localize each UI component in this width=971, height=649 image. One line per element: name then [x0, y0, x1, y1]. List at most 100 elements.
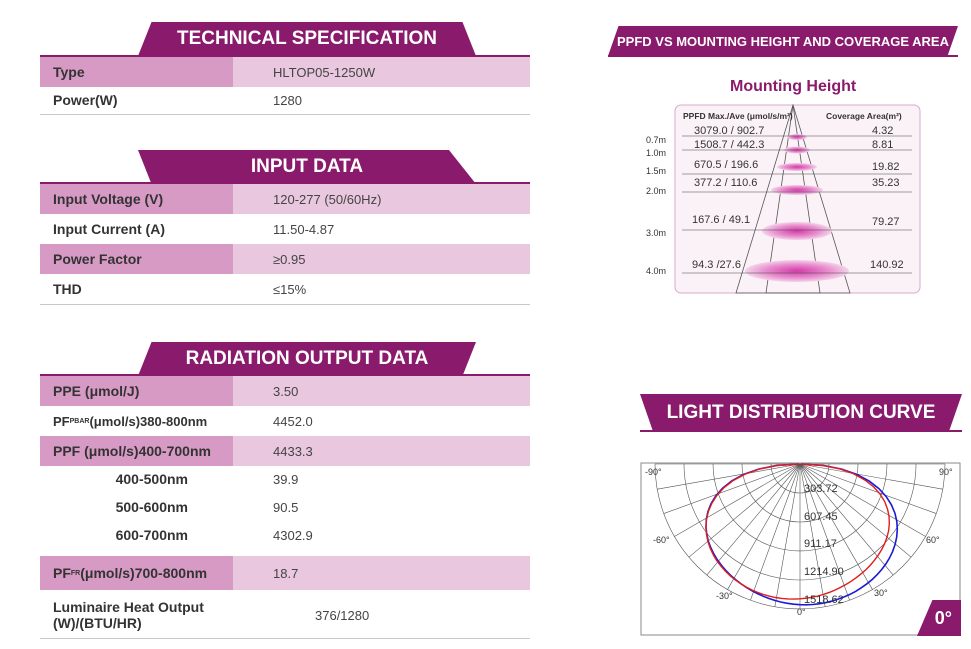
- ring-label: 911.17: [804, 538, 837, 550]
- polar-spoke: [674, 463, 801, 537]
- height-label: 1.0m: [646, 148, 667, 158]
- divider: [40, 638, 530, 639]
- heat-label: Luminaire Heat Output (W)/(BTU/HR): [40, 595, 275, 635]
- tech-banner-underline: [40, 55, 530, 57]
- angle-label-pos90: 90°: [939, 467, 953, 477]
- polar-spoke: [799, 463, 826, 607]
- pffr-suffix: (μmol/s)700-800nm: [80, 565, 208, 581]
- rad-row-pffr: PF FR (μmol/s)700-800nm 18.7: [40, 556, 530, 590]
- coverage-ellipse: [777, 163, 817, 171]
- input-voltage-value: 120-277 (50/60Hz): [233, 184, 530, 214]
- angle-label-pos60: 60°: [926, 535, 940, 545]
- divider: [40, 114, 530, 115]
- pfpbar-suffix: (μmol/s)380-800nm: [89, 413, 208, 429]
- ppfd-value: 3079.0 / 902.7: [694, 125, 765, 137]
- ppfd-banner-underline: [608, 55, 958, 57]
- polar-spoke: [799, 463, 912, 558]
- ppfd-value: 167.6 / 49.1: [692, 214, 751, 226]
- ring-label: 1518.62: [804, 594, 844, 606]
- angle-label-pos30: 30°: [874, 588, 888, 598]
- coverage-value: 8.81: [872, 139, 894, 151]
- pf-prefix: PF: [53, 413, 70, 429]
- heat-value: 376/1280: [315, 607, 370, 623]
- ppfd-value: 1508.7 / 442.3: [694, 139, 765, 151]
- tech-banner: TECHNICAL SPECIFICATION: [138, 22, 476, 56]
- polar-spoke: [799, 463, 850, 601]
- mounting-height-title: Mounting Height: [730, 78, 857, 95]
- polar-spoke: [706, 463, 801, 576]
- corner-angle-text: 0°: [934, 607, 952, 628]
- angle-label-zero: 0°: [797, 607, 806, 617]
- input-current-value: 11.50-4.87: [273, 221, 335, 237]
- polar-spoke: [799, 463, 943, 490]
- band-500-600-label: 500-600nm: [115, 499, 188, 515]
- rad-row-400-500: 400-500nm 39.9: [40, 464, 530, 494]
- height-label: 1.5m: [646, 166, 667, 176]
- ldc-banner: LIGHT DISTRIBUTION CURVE: [640, 394, 962, 431]
- ppfd-col-left-header: PPFD Max./Ave (μmol/s/m²): [683, 111, 793, 121]
- ppe-value: 3.50: [233, 376, 530, 406]
- coverage-ellipse: [745, 260, 849, 282]
- divider: [40, 304, 530, 305]
- coverage-value: 4.32: [872, 125, 894, 137]
- pfpbar-label: PF PBAR (μmol/s)380-800nm: [40, 406, 233, 436]
- coverage-ellipse: [787, 134, 807, 140]
- ppfd-banner: PPFD VS MOUNTING HEIGHT AND COVERAGE ARE…: [608, 26, 958, 56]
- fr-subscript: FR: [70, 569, 81, 577]
- ppfd-col-right-header: Coverage Area(m²): [826, 111, 902, 121]
- ppfd-value: 377.2 / 110.6: [694, 177, 758, 189]
- thd-value: ≤15%: [273, 281, 307, 297]
- ring-label: 1214.90: [804, 566, 844, 578]
- light-cone-outer: [735, 103, 851, 294]
- heat-label-line1: Luminaire Heat Output: [53, 599, 204, 615]
- ring-label: 607.45: [804, 511, 838, 523]
- rad-row-pfpbar: PF PBAR (μmol/s)380-800nm 4452.0: [40, 406, 530, 436]
- input-banner: INPUT DATA: [138, 150, 476, 184]
- band-600-700-value: 4302.9: [273, 527, 313, 543]
- input-row-thd: THD ≤15%: [40, 274, 530, 304]
- polar-spoke: [657, 463, 801, 490]
- ppfd-value: 94.3 /27.6: [692, 259, 741, 271]
- polar-spoke: [799, 463, 937, 514]
- power-label: Power(W): [53, 92, 118, 108]
- tech-row-type: Type HLTOP05-1250W: [40, 57, 530, 87]
- polar-spoke: [750, 463, 801, 601]
- rad-row-500-600: 500-600nm 90.5: [40, 492, 530, 522]
- pf-prefix: PF: [53, 565, 71, 581]
- band-500-600-value: 90.5: [273, 499, 299, 515]
- input-row-current: Input Current (A) 11.50-4.87: [40, 214, 530, 244]
- rad-row-ppe: PPE (μmol/J) 3.50: [40, 376, 530, 406]
- polar-spoke: [727, 463, 801, 590]
- polar-spoke: [799, 463, 926, 537]
- height-label: 0.7m: [646, 135, 667, 145]
- polar-spoke: [774, 463, 801, 607]
- band-400-500-label: 400-500nm: [115, 471, 188, 487]
- rad-row-heat: Luminaire Heat Output (W)/(BTU/HR) 376/1…: [40, 595, 530, 635]
- input-row-pf: Power Factor ≥0.95: [40, 244, 530, 274]
- ldc-banner-underline: [640, 430, 962, 432]
- height-label: 2.0m: [646, 186, 667, 196]
- tech-row-power: Power(W) 1280: [40, 85, 530, 115]
- rad-row-600-700: 600-700nm 4302.9: [40, 520, 530, 550]
- coverage-value: 79.27: [872, 216, 900, 228]
- power-factor-value: ≥0.95: [233, 244, 530, 274]
- ppe-label: PPE (μmol/J): [40, 376, 233, 406]
- power-value: 1280: [273, 92, 302, 108]
- power-factor-label: Power Factor: [40, 244, 233, 274]
- coverage-ellipse: [771, 185, 823, 195]
- pffr-value: 18.7: [233, 556, 530, 590]
- ppfd-value: 670.5 / 196.6: [694, 159, 759, 171]
- rad-row-ppf: PPF (μmol/s)400-700nm 4433.3: [40, 436, 530, 466]
- input-voltage-label: Input Voltage (V): [40, 184, 233, 214]
- input-row-voltage: Input Voltage (V) 120-277 (50/60Hz): [40, 184, 530, 214]
- band-600-700-label: 600-700nm: [115, 527, 188, 543]
- polar-frame: [640, 462, 961, 636]
- coverage-ellipse: [762, 222, 832, 240]
- pbar-subscript: PBAR: [69, 417, 90, 425]
- type-label: Type: [40, 57, 233, 87]
- coverage-value: 19.82: [872, 161, 900, 173]
- heat-label-line2: (W)/(BTU/HR): [53, 615, 142, 631]
- angle-label-neg30: -30°: [716, 591, 733, 601]
- ring-label: 303.72: [804, 483, 838, 495]
- band-400-500-value: 39.9: [273, 471, 299, 487]
